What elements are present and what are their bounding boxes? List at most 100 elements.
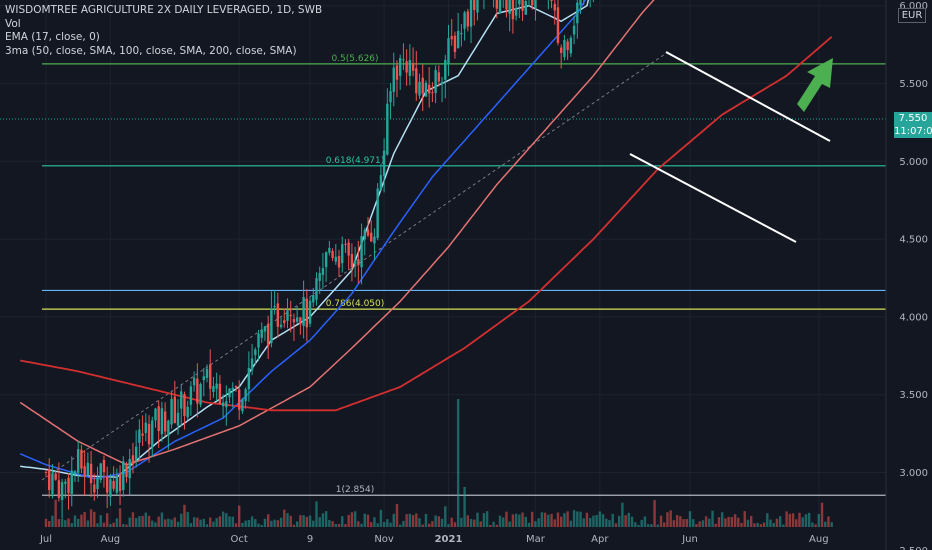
- bar-countdown-label: 11:07:00: [894, 125, 932, 138]
- fib-level-label: 0.786(4.050): [326, 299, 385, 309]
- volume-bar: [350, 512, 354, 527]
- volume-bar: [112, 522, 115, 527]
- volume-bar: [402, 520, 405, 527]
- volume-bar: [173, 517, 176, 527]
- price-tick-label: 4.000: [899, 312, 928, 323]
- volume-indicator-label[interactable]: Vol: [5, 17, 21, 30]
- ma3-indicator-label[interactable]: 3ma (50, close, SMA, 100, close, SMA, 20…: [5, 44, 297, 57]
- candle-body: [337, 255, 341, 268]
- volume-bar: [630, 516, 634, 527]
- candle-body: [308, 300, 312, 324]
- ema-indicator-label[interactable]: EMA (17, close, 0): [5, 31, 100, 43]
- candle-body: [89, 463, 93, 484]
- volume-bar: [698, 521, 701, 527]
- candle-body: [408, 60, 412, 76]
- volume-bar: [666, 512, 669, 527]
- candle-body: [134, 446, 138, 460]
- volume-bar: [798, 512, 801, 527]
- volume-bar: [791, 513, 795, 527]
- candle-body: [456, 30, 460, 49]
- candle-body: [147, 423, 151, 445]
- candle-body: [305, 298, 309, 328]
- volume-bar: [576, 511, 579, 527]
- sma-200-line: [20, 36, 833, 412]
- volume-bar: [527, 522, 531, 527]
- volume-bar: [234, 523, 238, 527]
- candle-body: [80, 449, 83, 469]
- time-tick-label: Mar: [526, 534, 546, 545]
- volume-bar: [389, 522, 392, 527]
- channel-upper-line: [665, 51, 831, 142]
- candle-body: [392, 67, 395, 92]
- candle-body: [405, 61, 408, 73]
- candle-body: [440, 81, 444, 85]
- volume-bar: [67, 518, 70, 527]
- volume-bar: [141, 515, 144, 527]
- volume-bar: [621, 502, 624, 527]
- symbol-title[interactable]: WISDOMTREE AGRICULTURE 2X DAILY LEVERAGE…: [5, 4, 323, 16]
- volume-bar: [717, 517, 721, 527]
- volume-bar: [743, 511, 746, 527]
- volume-bar: [505, 511, 508, 527]
- candle-body: [353, 260, 357, 264]
- candle-body: [125, 465, 128, 478]
- volume-bar: [160, 512, 164, 527]
- candle-body: [292, 319, 296, 323]
- candle-body: [447, 38, 450, 64]
- fib-level-label: 0.618(4.971): [326, 156, 385, 166]
- time-tick-label: Oct: [231, 534, 248, 545]
- volume-bar: [434, 515, 437, 527]
- channel-lower-line: [629, 153, 797, 243]
- candle-body: [579, 0, 582, 6]
- volume-bar: [608, 520, 611, 527]
- candle-body: [270, 308, 273, 344]
- volume-bar: [80, 514, 83, 527]
- volume-bar: [460, 517, 463, 527]
- volume-bar: [534, 521, 537, 527]
- candle-body: [196, 378, 199, 404]
- time-tick-label: Aug: [809, 534, 829, 545]
- candle-body: [508, 0, 511, 14]
- candle-body: [299, 317, 302, 325]
- volume-bar: [254, 519, 257, 527]
- time-tick-label: Aug: [101, 534, 121, 545]
- candle-body: [279, 324, 283, 328]
- volume-bar: [382, 521, 386, 527]
- volume-bar: [807, 512, 811, 527]
- volume-bar: [453, 522, 457, 527]
- candle-body: [524, 1, 527, 15]
- candle-body: [176, 412, 180, 426]
- price-tick-label: 5.000: [899, 157, 928, 168]
- candle-body: [109, 479, 112, 497]
- price-tick-label: 2.500: [899, 546, 928, 550]
- candle-body: [450, 36, 453, 40]
- volume-bar: [653, 499, 656, 527]
- volume-bar: [215, 518, 218, 527]
- volume-bar: [598, 511, 602, 527]
- volume-bar: [73, 515, 77, 527]
- candle-body: [370, 232, 373, 242]
- candle-body: [373, 236, 376, 244]
- candle-body: [389, 91, 392, 103]
- candle-body: [498, 0, 502, 14]
- candle-body: [328, 247, 331, 253]
- volume-bar: [183, 504, 186, 527]
- candle-body: [427, 84, 431, 94]
- candle-body: [344, 243, 347, 245]
- volume-bar: [286, 513, 289, 527]
- volume-bar: [411, 515, 415, 527]
- volume-bar: [276, 520, 280, 527]
- volume-bar: [479, 521, 482, 527]
- candle-body: [238, 389, 241, 410]
- volume-bar: [746, 519, 750, 527]
- volume-bar: [96, 523, 99, 527]
- candle-body: [476, 0, 479, 13]
- volume-bar: [759, 524, 763, 527]
- volume-bar: [492, 521, 495, 527]
- volume-bar: [547, 514, 550, 527]
- volume-bar: [811, 522, 814, 527]
- candle-body: [466, 11, 470, 27]
- currency-label[interactable]: EUR: [898, 8, 926, 23]
- volume-bar: [672, 520, 676, 527]
